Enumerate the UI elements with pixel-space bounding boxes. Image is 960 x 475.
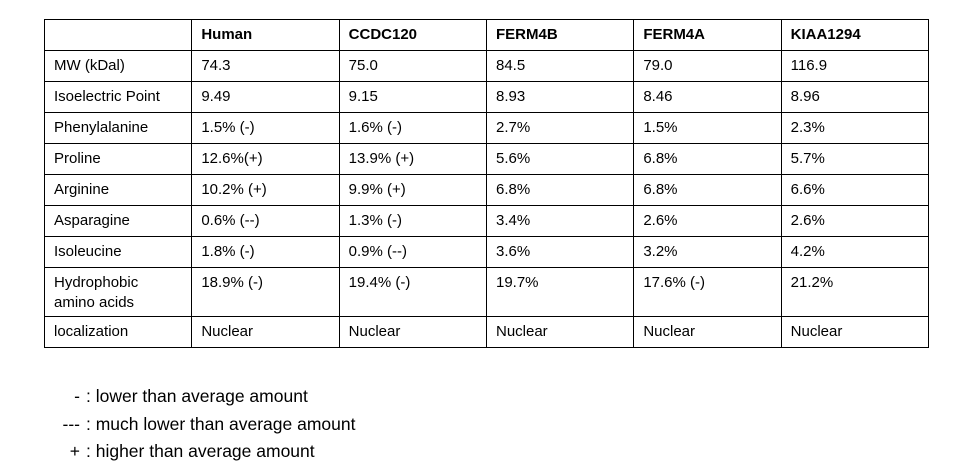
table-cell: 5.6% xyxy=(485,143,635,175)
table-cell: 9.9% (+) xyxy=(338,174,487,206)
table-cell: 0.9% (--) xyxy=(338,236,487,268)
row-label: Arginine xyxy=(43,174,193,206)
table-row-localization: localization Nuclear Nuclear Nuclear Nuc… xyxy=(43,316,930,348)
table-cell: 75.0 xyxy=(338,50,487,82)
column-header-ferm4b: FERM4B xyxy=(485,19,635,51)
table-cell: 2.3% xyxy=(780,112,930,144)
table-cell: 6.8% xyxy=(485,174,635,206)
row-label: Phenylalanine xyxy=(43,112,193,144)
table-cell: 3.6% xyxy=(485,236,635,268)
table-row-isoelectric-point: Isoelectric Point 9.49 9.15 8.93 8.46 8.… xyxy=(43,81,930,113)
table-cell: 13.9% (+) xyxy=(338,143,487,175)
column-header-ferm4a: FERM4A xyxy=(633,19,782,51)
table-row-asparagine: Asparagine 0.6% (--) 1.3% (-) 3.4% 2.6% … xyxy=(43,205,930,237)
table-cell: 5.7% xyxy=(780,143,930,175)
table-cell: 21.2% xyxy=(780,267,930,317)
row-label: Hydrophobic amino acids xyxy=(43,267,193,317)
corner-cell xyxy=(43,19,193,51)
table-cell: 6.6% xyxy=(780,174,930,206)
table-cell: 4.2% xyxy=(780,236,930,268)
table-cell: 17.6% (-) xyxy=(633,267,782,317)
table-cell: 9.49 xyxy=(191,81,340,113)
table-cell: 3.2% xyxy=(633,236,782,268)
header-row: Human CCDC120 FERM4B FERM4A KIAA1294 xyxy=(43,19,930,51)
table-cell: 79.0 xyxy=(633,50,782,82)
table-row-isoleucine: Isoleucine 1.8% (-) 0.9% (--) 3.6% 3.2% … xyxy=(43,236,930,268)
table-row-phenylalanine: Phenylalanine 1.5% (-) 1.6% (-) 2.7% 1.5… xyxy=(43,112,930,144)
table-cell: 3.4% xyxy=(485,205,635,237)
table-row-arginine: Arginine 10.2% (+) 9.9% (+) 6.8% 6.8% 6.… xyxy=(43,174,930,206)
column-header-human: Human xyxy=(191,19,340,51)
table-cell: 1.5% (-) xyxy=(191,112,340,144)
legend-text: : higher than average amount xyxy=(86,441,315,461)
table-cell: 84.5 xyxy=(485,50,635,82)
table-cell: 8.93 xyxy=(485,81,635,113)
legend-symbol-triple-minus: --- xyxy=(62,413,80,434)
legend-line-much-lower: --- : much lower than average amount xyxy=(40,411,356,439)
table-cell: Nuclear xyxy=(780,316,930,348)
row-label: Isoleucine xyxy=(43,236,193,268)
protein-comparison-table: Human CCDC120 FERM4B FERM4A KIAA1294 MW … xyxy=(43,19,930,348)
table-cell: 1.3% (-) xyxy=(338,205,487,237)
table-cell: 6.8% xyxy=(633,143,782,175)
legend: -: lower than average amount --- : much l… xyxy=(40,383,356,466)
table-cell: 12.6%(+) xyxy=(191,143,340,175)
table-cell: 2.7% xyxy=(485,112,635,144)
table-cell: 1.6% (-) xyxy=(338,112,487,144)
row-label: MW (kDal) xyxy=(43,50,193,82)
table-row-proline: Proline 12.6%(+) 13.9% (+) 5.6% 6.8% 5.7… xyxy=(43,143,930,175)
legend-text: : much lower than average amount xyxy=(86,413,356,434)
table-cell: 19.7% xyxy=(485,267,635,317)
row-label: localization xyxy=(43,316,193,348)
table-cell: 9.15 xyxy=(338,81,487,113)
table-cell: 74.3 xyxy=(191,50,340,82)
table-cell: 19.4% (-) xyxy=(338,267,487,317)
table-cell: 8.46 xyxy=(633,81,782,113)
table-cell: 8.96 xyxy=(780,81,930,113)
table-cell: 1.8% (-) xyxy=(191,236,340,268)
table-cell: 116.9 xyxy=(780,50,930,82)
table-cell: 2.6% xyxy=(633,205,782,237)
row-label: Proline xyxy=(43,143,193,175)
column-header-ccdc120: CCDC120 xyxy=(338,19,487,51)
table-cell: 0.6% (--) xyxy=(191,205,340,237)
table-cell: 18.9% (-) xyxy=(191,267,340,317)
legend-line-higher: + : higher than average amount xyxy=(40,438,355,466)
table-cell: 10.2% (+) xyxy=(191,174,340,206)
table-cell: 2.6% xyxy=(780,205,930,237)
table-cell: Nuclear xyxy=(191,316,340,348)
column-header-kiaa1294: KIAA1294 xyxy=(780,19,930,51)
legend-symbol-plus: + xyxy=(69,441,80,461)
table-cell: 6.8% xyxy=(633,174,782,206)
legend-symbol-minus: - xyxy=(74,386,80,406)
table-row-mw: MW (kDal) 74.3 75.0 84.5 79.0 116.9 xyxy=(43,50,930,82)
table-cell: Nuclear xyxy=(338,316,487,348)
legend-line-lower: -: lower than average amount xyxy=(40,383,355,411)
table-row-hydrophobic-amino-acids: Hydrophobic amino acids 18.9% (-) 19.4% … xyxy=(43,267,930,317)
row-label: Asparagine xyxy=(43,205,193,237)
table-cell: 1.5% xyxy=(633,112,782,144)
table-cell: Nuclear xyxy=(485,316,635,348)
row-label: Isoelectric Point xyxy=(43,81,193,113)
table-cell: Nuclear xyxy=(633,316,782,348)
legend-text: : lower than average amount xyxy=(86,386,308,406)
